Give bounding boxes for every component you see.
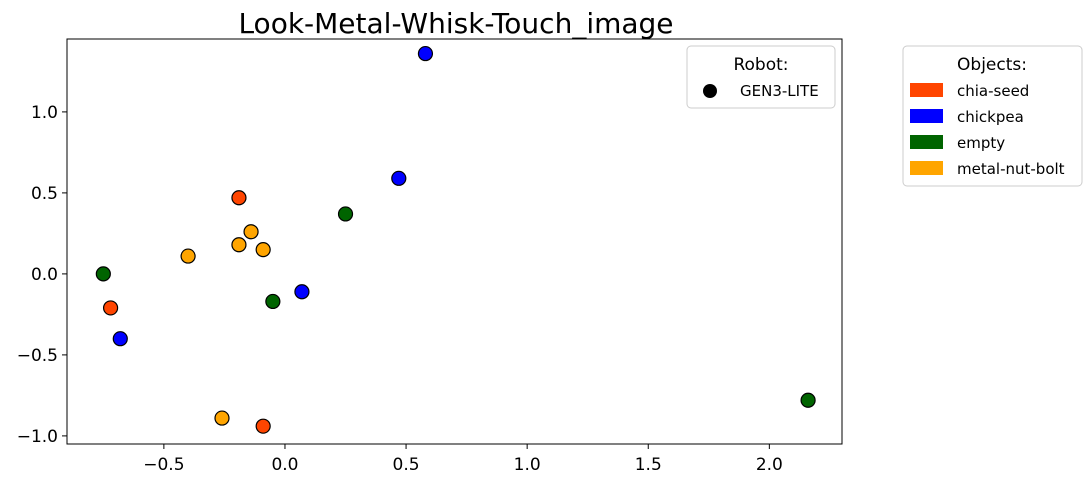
objects-legend-label: chia-seed — [957, 82, 1029, 100]
x-axis: −0.5 0.0 0.5 1.0 1.5 2.0 — [143, 444, 783, 475]
y-tick-label: 1.0 — [31, 103, 58, 123]
objects-legend-label: chickpea — [957, 108, 1024, 126]
data-point-empty — [800, 392, 816, 408]
plot-frame — [66, 38, 843, 445]
data-point-chia-seed — [255, 418, 271, 434]
objects-legend-swatch — [910, 135, 943, 149]
objects-legend-label: empty — [957, 134, 1005, 152]
points-layer — [95, 45, 816, 434]
x-tick-label: −0.5 — [143, 455, 184, 475]
objects-legend-label: metal-nut-bolt — [957, 160, 1065, 178]
data-point-empty — [95, 266, 111, 282]
robot-legend: Robot: GEN3-LITE — [686, 45, 836, 109]
x-tick-label: 0.0 — [271, 455, 298, 475]
data-point-metal-nut-bolt — [180, 248, 196, 264]
objects-legend-box — [902, 45, 1083, 187]
x-tick-label: 1.0 — [514, 455, 541, 475]
y-tick-label: 0.0 — [31, 265, 58, 285]
data-point-metal-nut-bolt — [243, 224, 259, 240]
data-point-chickpea — [112, 331, 128, 347]
y-tick-label: 0.5 — [31, 184, 58, 204]
x-tick-label: 0.5 — [393, 455, 420, 475]
robot-legend-marker — [703, 84, 717, 98]
data-point-metal-nut-bolt — [214, 410, 230, 426]
data-point-metal-nut-bolt — [231, 237, 247, 253]
x-tick-label: 1.5 — [635, 455, 662, 475]
objects-legend-swatch — [910, 161, 943, 175]
data-point-empty — [265, 293, 281, 310]
data-point-chickpea — [391, 170, 407, 186]
objects-legend-swatch — [910, 109, 943, 123]
robot-legend-title: Robot: — [733, 55, 788, 75]
objects-legend: Objects: chia-seed chickpea empty metal-nut-… — [902, 45, 1083, 187]
y-tick-label: −1.0 — [17, 427, 58, 447]
data-point-chickpea — [417, 45, 434, 62]
objects-legend-swatch — [910, 83, 943, 97]
data-point-chia-seed — [102, 300, 119, 316]
robot-legend-box — [686, 45, 836, 109]
x-tick-label: 2.0 — [756, 455, 783, 475]
data-point-metal-nut-bolt — [255, 242, 271, 258]
data-point-chickpea — [294, 284, 310, 300]
data-point-chia-seed — [231, 190, 247, 206]
objects-legend-title: Objects: — [957, 55, 1027, 75]
y-tick-label: −0.5 — [17, 346, 58, 366]
robot-legend-label: GEN3-LITE — [740, 82, 819, 100]
chart-title: Look-Metal-Whisk-Touch_image — [238, 7, 673, 40]
y-axis: −1.0 −0.5 0.0 0.5 1.0 — [17, 103, 67, 447]
data-point-empty — [337, 206, 354, 222]
